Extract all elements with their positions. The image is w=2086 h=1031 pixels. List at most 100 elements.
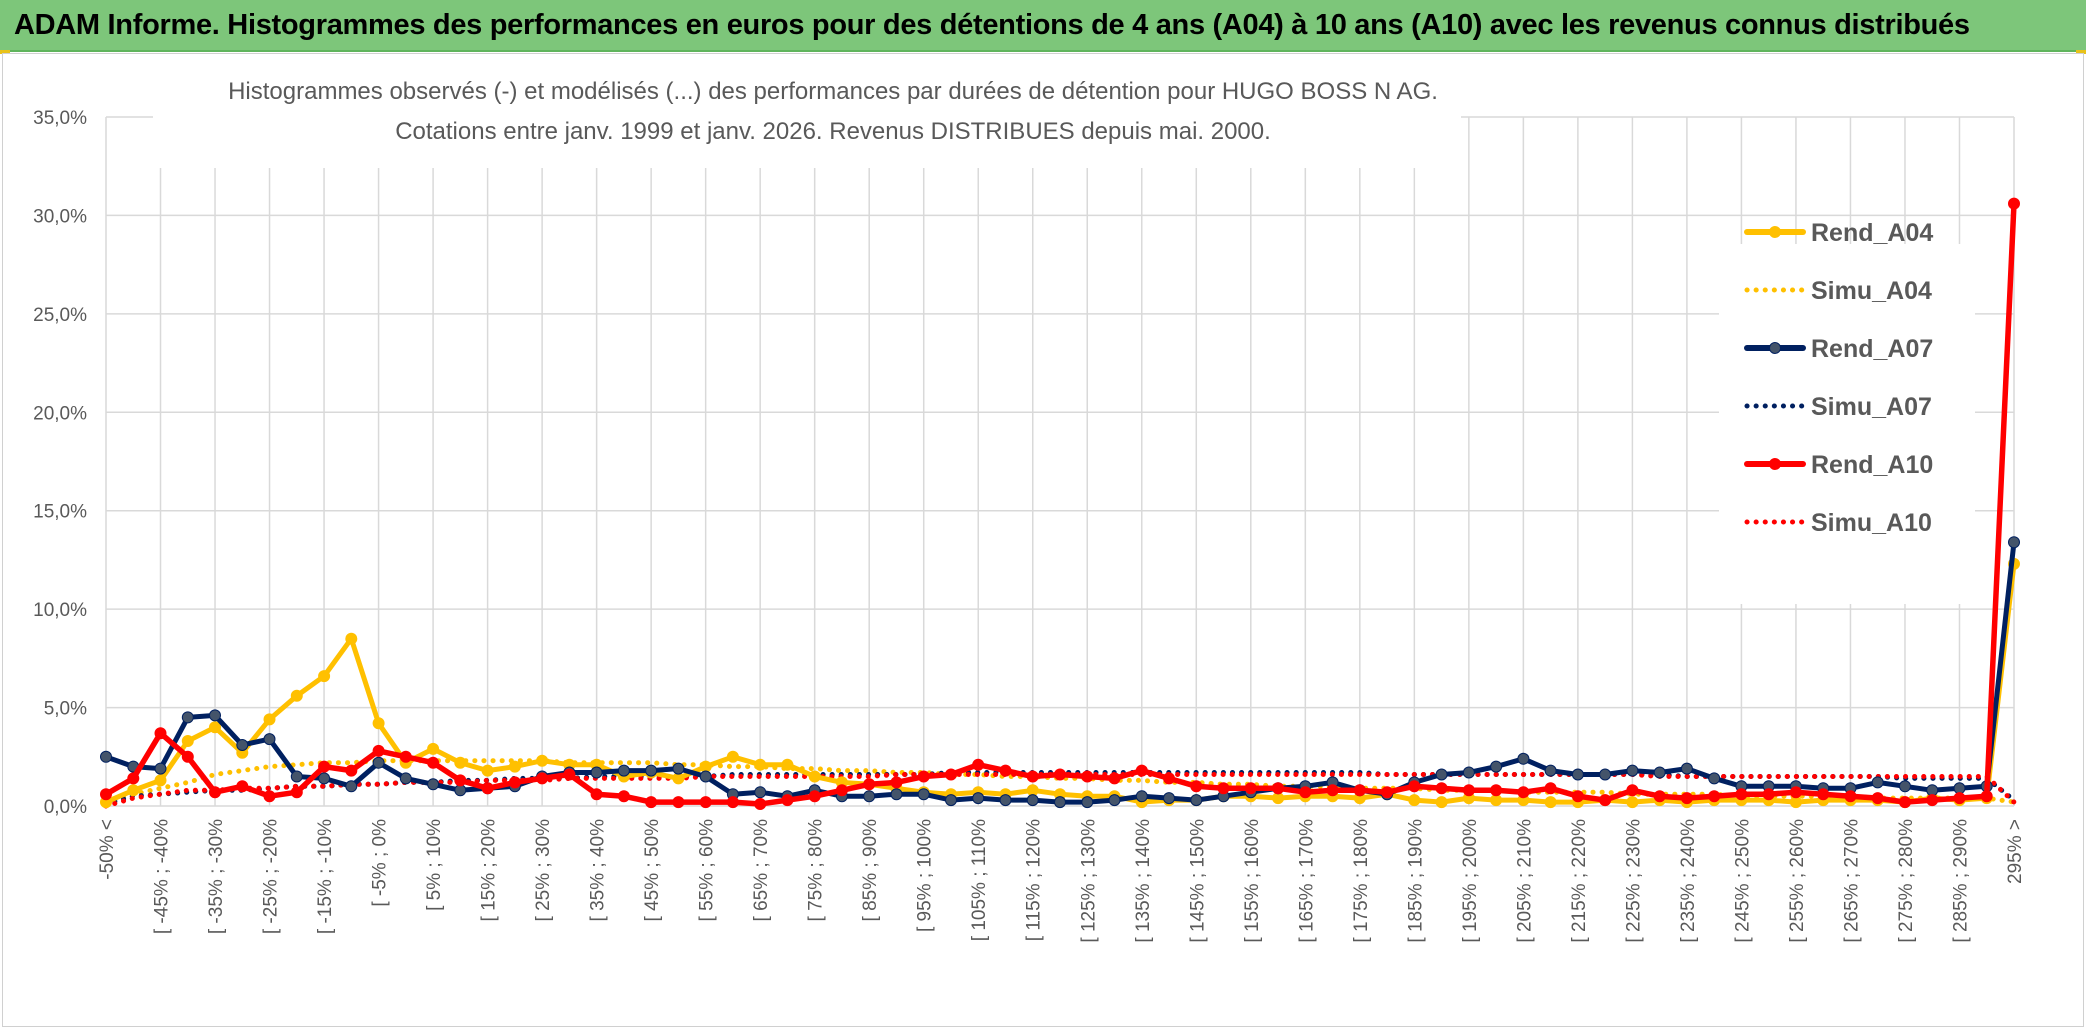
data-point-rend_a10 xyxy=(1708,790,1721,803)
data-point-rend_a10 xyxy=(181,750,194,763)
x-tick-label: [ -5% ; 0% xyxy=(370,819,391,907)
x-tick-label: [ -45% ; -40% xyxy=(152,819,173,934)
data-point-rend_a04 xyxy=(290,689,303,702)
data-point-rend_a10 xyxy=(890,776,903,789)
data-point-rend_a10 xyxy=(726,796,739,809)
data-point-rend_a04 xyxy=(508,760,521,773)
x-tick-label: [ 65% ; 70% xyxy=(751,819,772,922)
data-point-rend_a07 xyxy=(1571,768,1584,781)
data-point-rend_a10 xyxy=(945,768,957,781)
data-point-rend_a07 xyxy=(236,739,249,751)
x-tick-label: [ 5% ; 10% xyxy=(424,819,445,911)
data-point-rend_a07 xyxy=(672,762,685,775)
data-point-rend_a10 xyxy=(1435,782,1448,795)
data-point-rend_a10 xyxy=(672,796,685,809)
data-point-rend_a07 xyxy=(1462,766,1475,779)
data-point-rend_a10 xyxy=(617,790,630,803)
y-tick-label: 25,0% xyxy=(33,305,87,326)
x-tick-label: -50% < xyxy=(97,819,118,880)
x-tick-label: [ 95% ; 100% xyxy=(915,819,936,932)
data-point-rend_a10 xyxy=(781,794,794,807)
legend-background xyxy=(1719,244,1975,604)
data-point-rend_a07 xyxy=(209,709,221,722)
data-point-rend_a10 xyxy=(1081,770,1094,783)
data-point-rend_a10 xyxy=(972,758,985,771)
data-point-rend_a07 xyxy=(645,764,658,777)
data-point-rend_a04 xyxy=(481,764,494,777)
y-tick-label: 5,0% xyxy=(44,699,87,720)
x-tick-label: [ 215% ; 220% xyxy=(1569,819,1590,943)
data-point-rend_a07 xyxy=(2008,536,2020,549)
y-tick-label: 15,0% xyxy=(33,502,87,523)
data-point-rend_a04 xyxy=(1544,796,1557,809)
data-point-rend_a10 xyxy=(1272,782,1285,795)
data-point-rend_a10 xyxy=(835,784,848,797)
data-point-rend_a04 xyxy=(454,756,467,769)
data-point-rend_a10 xyxy=(508,776,521,789)
data-point-rend_a07 xyxy=(945,794,957,807)
data-point-rend_a07 xyxy=(1626,764,1639,777)
data-point-rend_a07 xyxy=(1517,752,1530,765)
x-tick-label: [ -15% ; -10% xyxy=(315,819,336,934)
data-point-rend_a10 xyxy=(100,788,112,801)
legend-marker-rend_a10 xyxy=(1769,458,1781,470)
data-point-rend_a07 xyxy=(290,770,303,783)
data-point-rend_a10 xyxy=(372,744,385,757)
data-point-rend_a10 xyxy=(481,782,494,795)
x-tick-label: [ -35% ; -30% xyxy=(206,819,227,934)
x-tick-label: [ 25% ; 30% xyxy=(533,819,554,922)
data-point-rend_a10 xyxy=(454,774,467,787)
y-tick-label: 20,0% xyxy=(33,403,87,424)
data-point-rend_a10 xyxy=(1571,790,1584,803)
gridlines xyxy=(105,116,2015,807)
data-point-rend_a07 xyxy=(454,784,467,797)
data-point-rend_a04 xyxy=(318,670,331,683)
data-point-rend_a07 xyxy=(1871,776,1884,789)
data-point-rend_a07 xyxy=(318,772,331,785)
data-point-rend_a04 xyxy=(754,758,767,771)
data-point-rend_a07 xyxy=(1190,794,1203,807)
x-tick-label: [ 35% ; 40% xyxy=(588,819,609,922)
data-point-rend_a10 xyxy=(1871,792,1884,805)
data-point-rend_a10 xyxy=(917,770,930,783)
data-point-rend_a04 xyxy=(209,721,221,734)
x-tick-label: [ 135% ; 140% xyxy=(1133,819,1154,943)
data-point-rend_a04 xyxy=(536,754,549,767)
x-tick-label: [ 195% ; 200% xyxy=(1460,819,1481,943)
data-point-rend_a10 xyxy=(1217,782,1230,795)
data-point-rend_a10 xyxy=(1190,780,1203,793)
data-point-rend_a04 xyxy=(699,760,712,773)
x-tick-label: [ 55% ; 60% xyxy=(697,819,718,922)
data-point-rend_a10 xyxy=(1599,794,1612,807)
data-point-rend_a10 xyxy=(1135,764,1148,777)
data-point-rend_a10 xyxy=(1244,782,1257,795)
data-point-rend_a07 xyxy=(1135,790,1148,803)
data-point-rend_a10 xyxy=(1490,784,1503,797)
data-point-rend_a10 xyxy=(1462,784,1475,797)
y-tick-label: 35,0% xyxy=(33,108,87,129)
data-point-rend_a10 xyxy=(563,768,576,781)
legend-label-rend_a04: Rend_A04 xyxy=(1811,219,1933,247)
data-point-rend_a10 xyxy=(1789,786,1802,799)
chart-title-background xyxy=(153,58,1461,168)
report-banner: ADAM Informe. Histogrammes des performan… xyxy=(0,0,2086,52)
chart-title-line2: Cotations entre janv. 1999 et janv. 2026… xyxy=(395,118,1271,145)
data-point-rend_a10 xyxy=(427,756,440,769)
data-point-rend_a10 xyxy=(1626,784,1639,797)
histogram-line-chart: 0,0% 5,0% 10,0% 15,0% 20,0% 25,0% 30,0% 35,0% -… xyxy=(33,58,2026,943)
x-tick-label: [ 265% ; 270% xyxy=(1841,819,1862,943)
legend: Rend_A04 Simu_A04 Rend_A07 Simu_A07 Rend_A10… xyxy=(1719,219,1975,604)
legend-label-simu_a10: Simu_A10 xyxy=(1811,509,1932,537)
data-point-rend_a10 xyxy=(1953,792,1966,805)
data-point-rend_a10 xyxy=(1163,772,1175,785)
y-tick-label: 0,0% xyxy=(44,797,87,818)
data-point-rend_a07 xyxy=(863,790,876,803)
data-point-rend_a04 xyxy=(372,717,385,730)
data-point-rend_a07 xyxy=(1490,760,1503,773)
data-point-rend_a07 xyxy=(999,794,1012,807)
data-point-rend_a04 xyxy=(427,742,440,755)
data-point-rend_a10 xyxy=(1326,784,1339,797)
data-point-rend_a10 xyxy=(1544,782,1557,795)
y-axis-tick-labels: 0,0% 5,0% 10,0% 15,0% 20,0% 25,0% 30,0% 35,0% xyxy=(33,108,87,818)
data-point-rend_a07 xyxy=(1653,766,1666,779)
